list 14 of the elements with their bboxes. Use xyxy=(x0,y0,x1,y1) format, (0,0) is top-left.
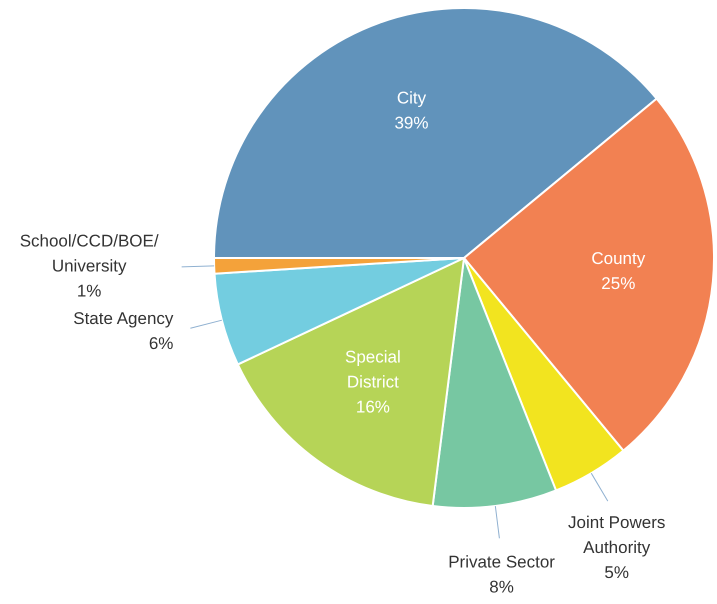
data-label: 1% xyxy=(76,282,102,301)
slice-label: County xyxy=(591,250,646,269)
data-label: 39% xyxy=(394,114,429,134)
slice-label: Joint Powers Authority xyxy=(568,514,666,558)
slice-label: Private Sector xyxy=(448,553,556,572)
slice-label: City xyxy=(396,89,427,108)
data-label: 5% xyxy=(604,564,629,583)
data-label: 16% xyxy=(356,398,390,417)
data-label: 25% xyxy=(601,274,636,294)
slice-label: School/CCD/BOE/University xyxy=(20,232,159,276)
slice-label: State Agency xyxy=(73,310,174,329)
data-label: 8% xyxy=(489,578,514,598)
data-label: 6% xyxy=(148,334,174,354)
slice-label: Special District xyxy=(345,348,401,392)
